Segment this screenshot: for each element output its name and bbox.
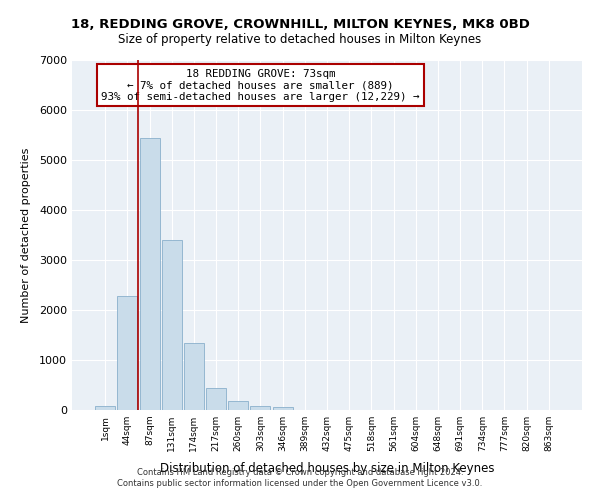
Bar [250, 406, 271, 410]
Bar [162, 240, 182, 410]
Bar [95, 406, 115, 410]
Text: Size of property relative to detached houses in Milton Keynes: Size of property relative to detached ho… [118, 32, 482, 46]
Bar [206, 388, 226, 410]
Y-axis label: Number of detached properties: Number of detached properties [20, 148, 31, 322]
Bar [140, 138, 160, 410]
Bar [272, 407, 293, 410]
Text: Contains HM Land Registry data © Crown copyright and database right 2024.
Contai: Contains HM Land Registry data © Crown c… [118, 468, 482, 487]
X-axis label: Distribution of detached houses by size in Milton Keynes: Distribution of detached houses by size … [160, 462, 494, 475]
Text: 18 REDDING GROVE: 73sqm
← 7% of detached houses are smaller (889)
93% of semi-de: 18 REDDING GROVE: 73sqm ← 7% of detached… [101, 69, 420, 102]
Bar [184, 342, 204, 410]
Bar [228, 401, 248, 410]
Bar [118, 296, 137, 410]
Text: 18, REDDING GROVE, CROWNHILL, MILTON KEYNES, MK8 0BD: 18, REDDING GROVE, CROWNHILL, MILTON KEY… [71, 18, 529, 30]
